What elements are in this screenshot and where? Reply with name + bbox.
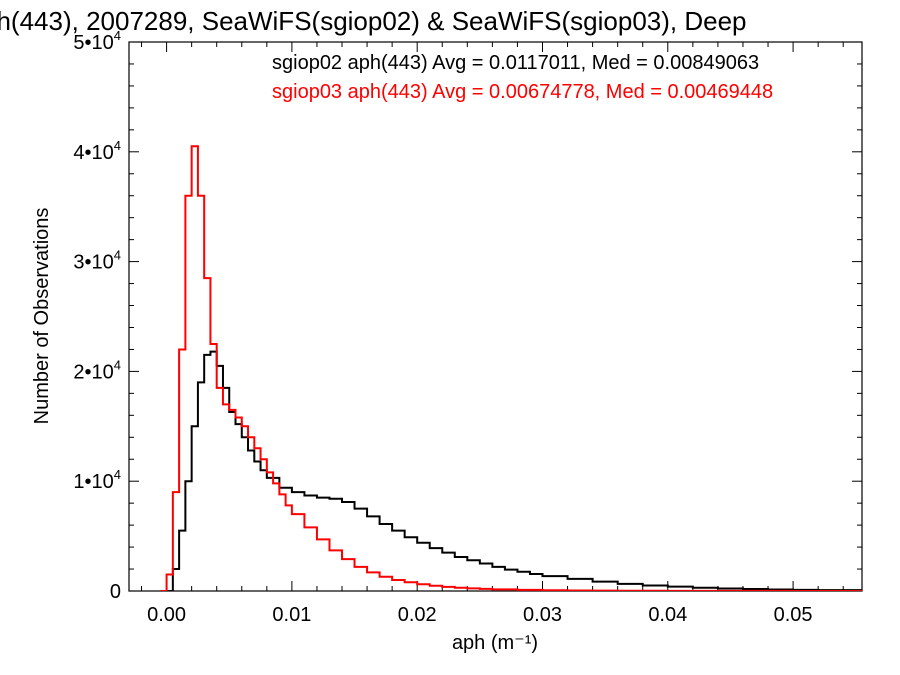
y-tick-label: 3•104 bbox=[73, 248, 121, 274]
x-tick-label: 0.00 bbox=[147, 604, 186, 626]
y-tick-label: 1•104 bbox=[73, 467, 121, 493]
series-layer bbox=[160, 145, 862, 591]
series-line-sgiop02 bbox=[166, 350, 862, 591]
plot-frame bbox=[128, 41, 863, 592]
y-tick-label: 0 bbox=[110, 581, 121, 603]
y-tick-label: 2•104 bbox=[73, 357, 121, 383]
y-tick-label: 5•104 bbox=[73, 28, 121, 54]
x-tick-label: 0.03 bbox=[523, 604, 562, 626]
y-axis-label: Number of Observations bbox=[31, 208, 53, 425]
x-tick-label: 0.05 bbox=[774, 604, 813, 626]
y-axis-ticks: 0 1•104 2•104 3•104 4•104 5•104 bbox=[73, 28, 862, 603]
legend-entry-sgiop03: sgiop03 aph(443) Avg = 0.00674778, Med =… bbox=[272, 81, 773, 103]
x-tick-label: 0.04 bbox=[648, 604, 687, 626]
x-tick-label: 0.01 bbox=[272, 604, 311, 626]
legend-entry-sgiop02: sgiop02 aph(443) Avg = 0.0117011, Med = … bbox=[272, 52, 759, 74]
y-tick-label: 4•104 bbox=[73, 138, 121, 164]
x-axis-label: aph (m⁻¹) bbox=[452, 632, 538, 654]
x-tick-label: 0.02 bbox=[398, 604, 437, 626]
chart-title: ph(443), 2007289, SeaWiFS(sgiop02) & Sea… bbox=[0, 6, 747, 36]
series-line-sgiop03 bbox=[160, 145, 862, 591]
plot-area bbox=[160, 145, 862, 591]
x-axis-ticks: 0.00 0.01 0.02 0.03 0.04 0.05 bbox=[141, 42, 844, 626]
